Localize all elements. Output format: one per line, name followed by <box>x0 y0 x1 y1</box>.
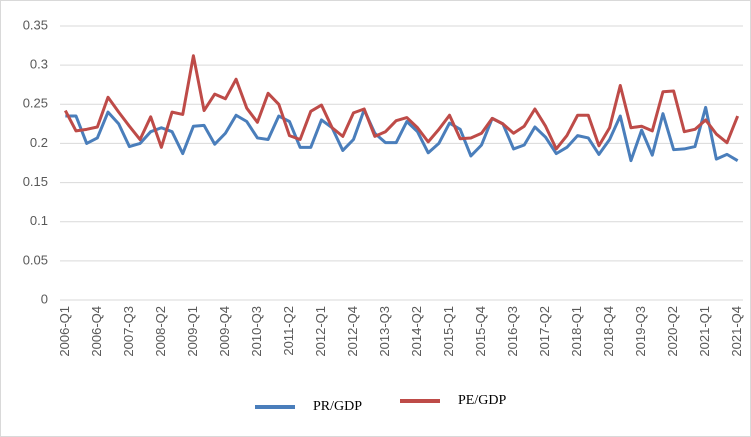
x-tick-label: 2013-Q3 <box>377 306 392 357</box>
x-tick-label: 2018-Q4 <box>601 306 616 357</box>
data-line <box>65 105 739 163</box>
x-tick-label: 2006-Q4 <box>89 306 104 357</box>
y-tick-label: 0.35 <box>23 17 48 32</box>
y-tick-label: 0.05 <box>23 252 48 267</box>
x-tick-label: 2007-Q3 <box>121 306 136 357</box>
x-tick-label: 2010-Q3 <box>249 306 264 357</box>
y-tick-label: 0.3 <box>30 57 48 72</box>
x-tick-label: 2011-Q2 <box>281 306 296 356</box>
x-tick-label: 2020-Q2 <box>665 306 680 357</box>
x-tick-label: 2018-Q1 <box>569 306 584 357</box>
y-tick-label: 0.1 <box>30 213 48 228</box>
legend-label: PE/GDP <box>458 393 506 408</box>
x-tick-label: 2021-Q4 <box>729 306 744 357</box>
y-tick-label: 0.25 <box>23 96 48 111</box>
x-tick-label: 2009-Q4 <box>217 306 232 357</box>
x-tick-label: 2008-Q2 <box>153 306 168 357</box>
x-tick-label: 2019-Q3 <box>633 306 648 357</box>
data-line <box>64 54 740 151</box>
legend-label: PR/GDP <box>313 399 362 414</box>
x-tick-label: 2012-Q1 <box>313 306 328 357</box>
x-tick-label: 2015-Q1 <box>441 306 456 357</box>
legend: PR/GDP PE/GDP <box>255 393 506 414</box>
y-tick-label: 0.2 <box>30 135 48 150</box>
x-tick-label: 2014-Q2 <box>409 306 424 357</box>
x-tick-label: 2016-Q3 <box>505 306 520 357</box>
x-tick-label: 2015-Q4 <box>473 306 488 357</box>
x-tick-label: 2017-Q2 <box>537 306 552 357</box>
x-tick-label: 2021-Q1 <box>697 306 712 357</box>
x-tick-label: 2012-Q4 <box>345 306 360 357</box>
x-tick-label: 2006-Q1 <box>57 306 72 357</box>
y-tick-label: 0.15 <box>23 174 48 189</box>
y-tick-label: 0 <box>41 291 48 306</box>
x-tick-label: 2009-Q1 <box>185 306 200 357</box>
